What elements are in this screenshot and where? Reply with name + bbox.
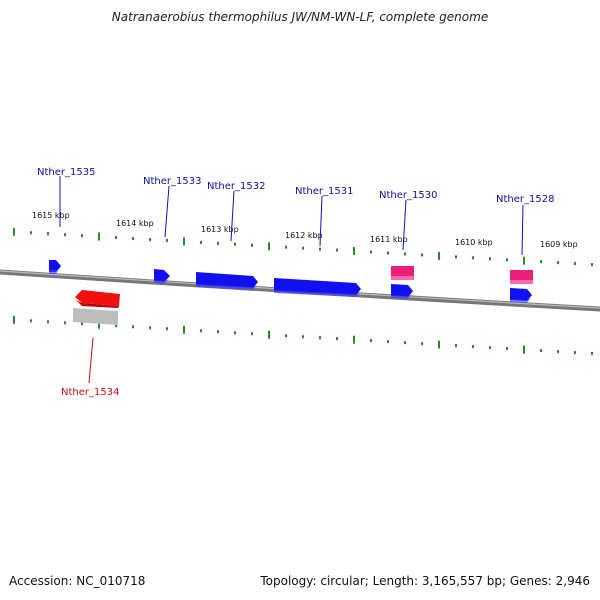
gene-arrow-shade xyxy=(76,300,119,308)
gene-label-leader xyxy=(164,185,170,238)
gene-label[interactable]: Nther_1532 xyxy=(207,181,265,192)
gene-arrow-shade xyxy=(510,298,531,303)
gene-label[interactable]: Nther_1531 xyxy=(295,186,353,197)
gene-arrow[interactable] xyxy=(75,290,120,306)
gene-arrow-shade xyxy=(274,290,360,297)
gene-nther-1533[interactable]: Nther_1533 xyxy=(143,176,201,284)
ruler-label: 1609 kbp xyxy=(540,240,578,249)
gene-nther-1531[interactable]: Nther_1531 xyxy=(274,186,361,297)
gene-label[interactable]: Nther_1530 xyxy=(379,190,437,201)
gene-label-leader xyxy=(319,195,323,247)
ruler-label: 1611 kbp xyxy=(370,235,408,244)
gene-arrow-shade xyxy=(391,294,412,299)
gene-nther-1528[interactable]: Nther_1528 xyxy=(496,194,554,303)
gene-arrow[interactable] xyxy=(391,284,413,297)
gene-arrow[interactable] xyxy=(274,278,361,295)
ruler-top xyxy=(13,227,593,267)
gene-label[interactable]: Nther_1528 xyxy=(496,194,554,205)
gene-nther-1530[interactable]: Nther_1530 xyxy=(379,190,437,299)
feature-block-shade xyxy=(391,276,414,280)
ruler-label: 1613 kbp xyxy=(201,225,239,234)
gene-arrow-shade xyxy=(154,279,169,284)
gene-label[interactable]: Nther_1535 xyxy=(37,167,95,178)
feature-block[interactable] xyxy=(510,270,533,280)
gene-label-leader xyxy=(88,337,94,384)
ruler-label: 1610 kbp xyxy=(455,238,493,247)
gene-label[interactable]: Nther_1534 xyxy=(61,387,119,398)
genome-summary-text: Topology: circular; Length: 3,165,557 bp… xyxy=(260,574,590,588)
ruler-label: 1614 kbp xyxy=(116,219,154,228)
gene-arrow[interactable] xyxy=(510,288,532,301)
gene-nther-1534[interactable]: Nther_1534 xyxy=(61,290,120,398)
feature-pink-2[interactable] xyxy=(510,270,533,284)
accession-text: Accession: NC_010718 xyxy=(9,574,146,588)
gene-label-leader xyxy=(521,204,524,256)
ruler-label: 1612 kbp xyxy=(285,231,323,240)
ruler-label: 1615 kbp xyxy=(32,211,70,220)
gene-arrow[interactable] xyxy=(154,269,170,282)
gene-shadow xyxy=(73,308,118,325)
gene-arrow[interactable] xyxy=(196,272,258,288)
genome-title: Natranaerobius thermophilus JW/NM-WN-LF,… xyxy=(111,10,489,24)
gene-label-leader xyxy=(402,199,407,251)
feature-block-shade xyxy=(510,280,533,284)
gene-nther-1532[interactable]: Nther_1532 xyxy=(196,181,265,290)
feature-pink-1[interactable] xyxy=(391,266,414,280)
feature-block[interactable] xyxy=(391,266,414,276)
gene-arrow-shade xyxy=(196,284,257,290)
gene-arrow-shade xyxy=(49,266,61,274)
gene-nther-1535[interactable]: Nther_1535 xyxy=(37,167,95,274)
gene-label[interactable]: Nther_1533 xyxy=(143,176,201,187)
gene-label-leader xyxy=(230,190,235,242)
